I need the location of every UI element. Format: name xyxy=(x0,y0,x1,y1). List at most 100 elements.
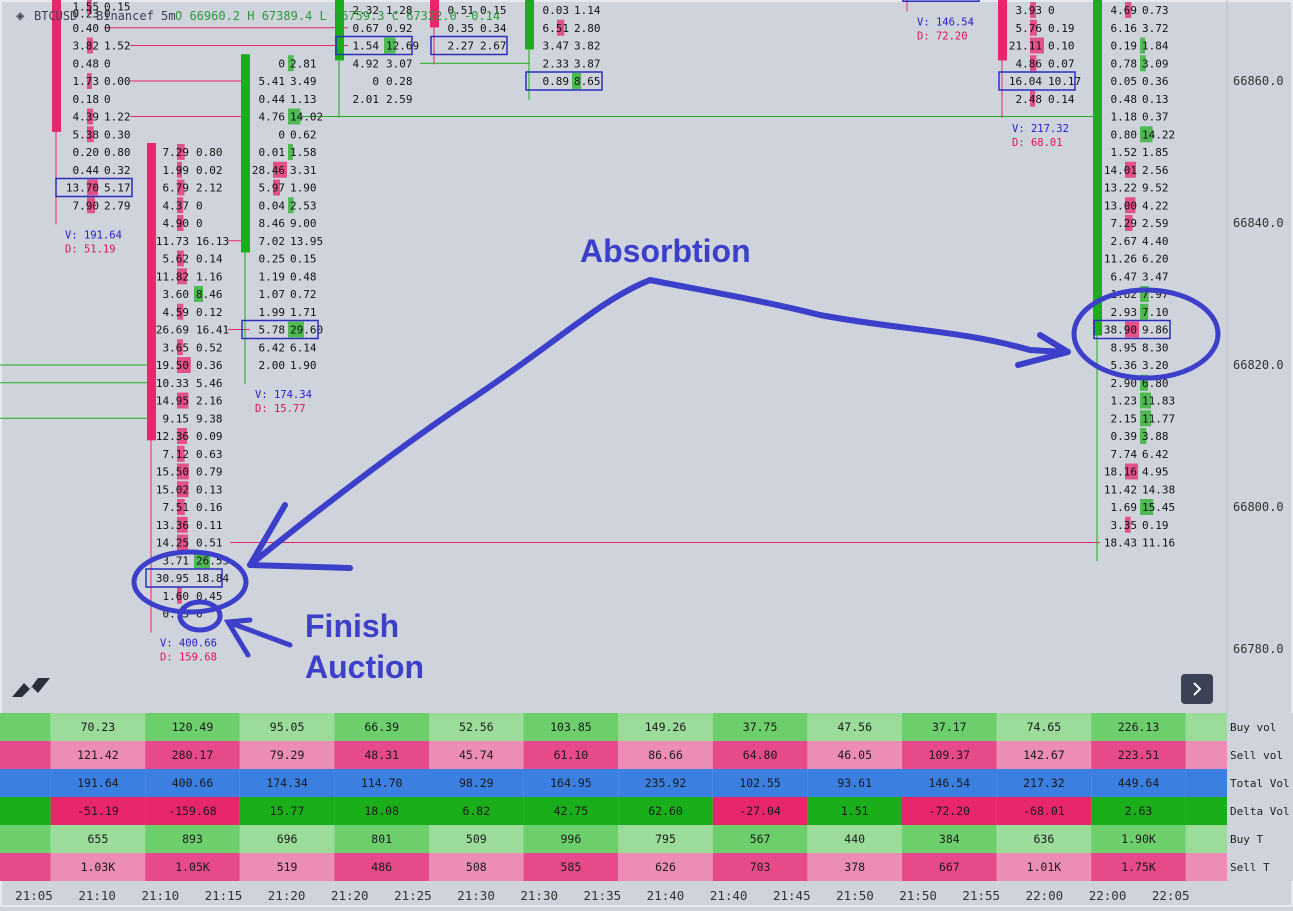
bid-volume-label: 4.39 xyxy=(73,111,100,124)
stats-cell xyxy=(239,769,335,797)
bid-imbalance-cell xyxy=(177,268,187,285)
scroll-to-realtime-button[interactable] xyxy=(1181,674,1213,704)
bid-volume-label: 3.65 xyxy=(163,341,190,354)
ask-volume-label: 4.22 xyxy=(1142,199,1169,212)
bid-volume-label: 2.32 xyxy=(353,4,380,17)
bid-volume-label: 1.69 xyxy=(1111,501,1138,514)
stats-cell-value: 280.17 xyxy=(172,748,214,762)
stats-cell xyxy=(996,825,1092,853)
ask-imbalance-cell xyxy=(288,55,294,72)
bid-imbalance-cell xyxy=(87,37,93,54)
stats-cell-value: 52.56 xyxy=(459,720,494,734)
bid-volume-label: 10.33 xyxy=(156,377,189,390)
stats-cell xyxy=(145,713,240,741)
stats-cell-value: 667 xyxy=(939,860,960,874)
stats-cell-value: 93.61 xyxy=(837,776,872,790)
ask-volume-label: 0.15 xyxy=(480,4,507,17)
bid-volume-label: 0 xyxy=(278,128,285,141)
finish-circle-annotation xyxy=(177,599,223,633)
ask-volume-label: 16.13 xyxy=(196,235,229,248)
ask-volume-label: 3.88 xyxy=(1142,430,1169,443)
bid-volume-label: 0.23 xyxy=(73,8,100,21)
ask-volume-label: 0 xyxy=(196,217,203,230)
stats-cell xyxy=(523,825,619,853)
ask-volume-label: 2.81 xyxy=(290,57,317,70)
time-tick-label: 21:20 xyxy=(268,888,306,903)
ask-volume-label: 0.28 xyxy=(386,75,413,88)
exchange-timeframe-label: Binancef 5m xyxy=(96,9,175,23)
stats-cell-value: 509 xyxy=(466,832,487,846)
bid-volume-label: 0.44 xyxy=(259,93,286,106)
time-tick-label: 21:35 xyxy=(584,888,622,903)
ask-imbalance-cell xyxy=(1140,55,1146,72)
bid-imbalance-cell xyxy=(177,392,189,409)
bid-imbalance-cell xyxy=(1125,215,1133,231)
ask-volume-label: 18.84 xyxy=(196,572,229,585)
bid-volume-label: 9.15 xyxy=(163,412,190,425)
ask-volume-label: 0 xyxy=(104,8,111,21)
bid-volume-label: 2.33 xyxy=(543,57,570,70)
stats-cell xyxy=(334,797,429,825)
bid-volume-label: 0.48 xyxy=(73,57,100,70)
stats-cell-value: 47.56 xyxy=(837,720,872,734)
ask-imbalance-cell xyxy=(1140,126,1153,143)
stats-cell-value: 636 xyxy=(1034,832,1055,846)
bid-imbalance-cell xyxy=(87,0,92,15)
bid-volume-label: 13.36 xyxy=(156,519,189,532)
stats-label-bg xyxy=(1227,741,1293,769)
poc-box xyxy=(1093,319,1171,340)
ask-volume-label: 3.31 xyxy=(290,164,317,177)
ask-volume-label: 0.73 xyxy=(1142,4,1169,17)
stats-cell xyxy=(50,797,146,825)
bid-volume-label: 7.29 xyxy=(1111,217,1138,230)
stats-cell xyxy=(807,853,902,881)
stats-cell xyxy=(1185,853,1227,881)
stats-cell-value: -72.20 xyxy=(929,804,971,818)
stats-cell-value: -51.19 xyxy=(77,804,119,818)
bid-volume-label: 21.11 xyxy=(1009,40,1042,53)
stats-cell-value: 378 xyxy=(844,860,865,874)
bid-volume-label: 4.76 xyxy=(259,111,286,124)
stats-cell xyxy=(712,797,808,825)
bid-volume-label: 30.95 xyxy=(156,572,189,585)
bid-imbalance-cell xyxy=(177,445,185,462)
bid-volume-label: 6.51 xyxy=(543,22,570,35)
stats-cell xyxy=(429,769,524,797)
finish-arrow xyxy=(223,617,293,658)
ask-volume-label: 0.09 xyxy=(196,430,223,443)
ask-volume-label: 2.12 xyxy=(196,182,223,195)
ask-volume-label: 8.30 xyxy=(1142,341,1169,354)
finish-annotation-label: Finish xyxy=(305,608,399,644)
bid-imbalance-cell xyxy=(1030,90,1036,107)
ask-volume-label: 1.28 xyxy=(386,4,413,17)
ask-volume-label: 3.20 xyxy=(1142,359,1169,372)
stats-cell-value: 15.77 xyxy=(270,804,305,818)
ask-volume-label: 3.07 xyxy=(386,57,413,70)
bid-volume-label: 6.42 xyxy=(259,341,286,354)
bid-volume-label: 1.18 xyxy=(1111,111,1138,124)
bid-imbalance-cell xyxy=(177,587,182,604)
stats-cell-value: 655 xyxy=(88,832,109,846)
stats-cell-value: 703 xyxy=(750,860,771,874)
bid-imbalance-cell xyxy=(1125,321,1139,338)
stats-cell-value: 114.70 xyxy=(361,776,403,790)
price-tick-label: 66840.0 xyxy=(1233,216,1284,230)
bid-volume-label: 14.25 xyxy=(156,537,189,550)
bid-volume-label: 3.93 xyxy=(1016,4,1043,17)
bid-imbalance-cell xyxy=(1125,516,1131,533)
ask-imbalance-cell xyxy=(572,73,582,89)
stats-cell xyxy=(807,769,902,797)
time-tick-label: 21:15 xyxy=(205,888,243,903)
stats-cell-value: 235.92 xyxy=(645,776,687,790)
ask-volume-label: 3.09 xyxy=(1142,57,1169,70)
ask-imbalance-cell xyxy=(1140,499,1154,515)
stats-row-label: Sell T xyxy=(1230,861,1270,874)
ask-volume-label: 0.52 xyxy=(196,341,223,354)
bid-volume-label: 0.40 xyxy=(73,22,100,35)
bid-volume-label: 4.69 xyxy=(1111,4,1138,17)
ask-volume-label: 0.15 xyxy=(104,0,131,13)
candle-body xyxy=(147,143,156,441)
bid-volume-label: 7.02 xyxy=(259,235,286,248)
